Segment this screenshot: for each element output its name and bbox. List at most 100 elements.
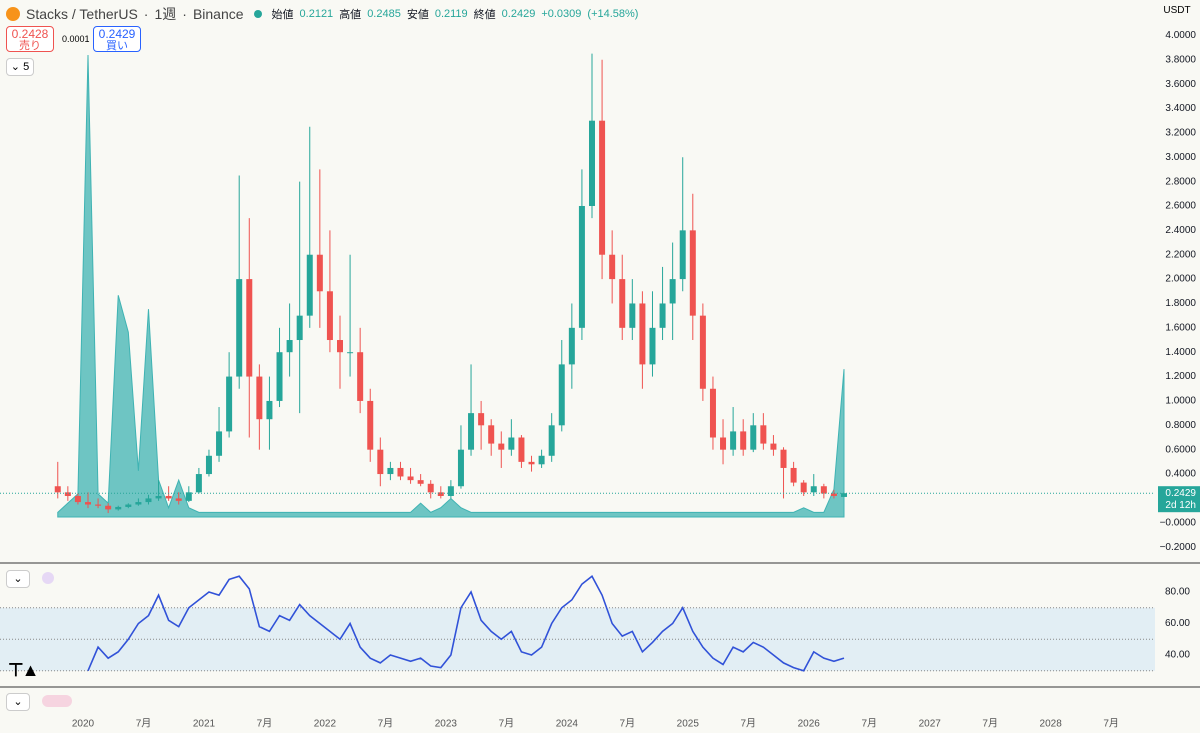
candle-body (125, 504, 132, 507)
candle-body (679, 230, 686, 280)
ohlc-value: 0.2119 (434, 8, 468, 20)
candle-body (54, 486, 61, 493)
currency[interactable]: USDT (1160, 3, 1194, 19)
y-tick-label: 2.8000 (1165, 176, 1196, 187)
candle-body (417, 480, 424, 484)
candle-body (64, 492, 71, 496)
rsi-line (87, 575, 845, 672)
y-tick-label: 3.0000 (1165, 152, 1196, 163)
candle-body (538, 455, 545, 465)
countdown: 2d 12h (1165, 500, 1196, 511)
candle-body (74, 495, 81, 503)
y-tick-label: 0.4000 (1165, 469, 1196, 480)
candle-body (437, 492, 444, 496)
rsi-tick-label: 60.00 (1165, 618, 1190, 629)
buy-button[interactable]: 0.2429 買い (93, 26, 141, 52)
y-tick-label: 0.6000 (1165, 444, 1196, 455)
candle-body (820, 486, 827, 494)
indicator-count: 5 (23, 61, 30, 73)
candle-body (578, 205, 585, 328)
x-tick-label: 7月 (982, 718, 998, 730)
status-dot (253, 10, 262, 18)
y-tick-label: 2.2000 (1165, 249, 1196, 260)
candle-body (730, 431, 737, 450)
symbol[interactable]: Stacks / TetherUS (26, 6, 138, 22)
sell-button[interactable]: 0.2428 売り (6, 26, 54, 52)
exchange: Binance (192, 6, 244, 22)
y-tick-label: 0.8000 (1165, 420, 1196, 431)
y-tick-label: 2.6000 (1165, 201, 1196, 212)
buy-label: 買い (106, 40, 128, 52)
y-tick-label: 2.0000 (1165, 274, 1196, 285)
x-tick-label: 2025 (677, 719, 700, 730)
candle-body (95, 504, 102, 506)
candle-body (488, 425, 495, 444)
y-tick-label: 1.4000 (1165, 347, 1196, 358)
candle-body (185, 492, 192, 501)
candle-body (357, 352, 364, 401)
y-tick-label: 1.2000 (1165, 371, 1196, 382)
candle-body (266, 400, 273, 420)
candle-body (629, 303, 636, 328)
x-tick-label: 2026 (798, 719, 821, 730)
candle-body (589, 120, 595, 206)
x-tick-label: 7月 (740, 718, 756, 730)
candle-body (337, 340, 343, 353)
y-tick-label: 3.6000 (1165, 79, 1196, 90)
price-label: 0.2429 (1165, 488, 1196, 499)
ohlc-label: 安値 (406, 9, 429, 21)
candle-body (649, 327, 656, 365)
candle-body (226, 376, 233, 432)
change: +0.0309 (541, 8, 582, 20)
y-tick-label: 4.0000 (1165, 30, 1196, 41)
y-tick-label: 1.8000 (1165, 298, 1196, 309)
candle-body (639, 303, 646, 365)
candle-body (85, 502, 91, 505)
indicators-toggle[interactable]: ⌄ 5 (6, 58, 34, 76)
candle-body (508, 437, 515, 450)
candle-body (558, 364, 565, 426)
candle-body (216, 431, 223, 456)
candle-body (457, 449, 464, 487)
price-label-bg (1158, 486, 1200, 513)
candle-body (689, 230, 696, 316)
interval[interactable]: 1週 (154, 6, 177, 22)
change-pct: (+14.58%) (587, 8, 639, 20)
y-tick-label: −0.2000 (1160, 542, 1197, 553)
candle-body (205, 455, 212, 475)
pane-toggle[interactable]: ⌄ (6, 570, 30, 588)
candle-body (659, 303, 666, 328)
refresh-icon[interactable] (42, 572, 54, 584)
ohlc-value: 0.2485 (367, 8, 401, 20)
x-tick-label: 2020 (72, 719, 95, 730)
x-tick-label: 2023 (435, 719, 458, 730)
x-tick-label: 7月 (1103, 718, 1119, 730)
candle-body (709, 388, 716, 438)
candle-body (478, 413, 485, 426)
x-tick-label: 7月 (257, 718, 273, 730)
x-tick-label: 2028 (1040, 719, 1063, 730)
candle-body (568, 327, 575, 365)
candle-body (669, 279, 676, 304)
ohlc-value: 0.2429 (501, 8, 536, 20)
pane-toggle[interactable]: ⌄ (6, 693, 30, 711)
x-tick-label: 2022 (314, 719, 337, 730)
rsi-tick-label: 80.00 (1165, 587, 1190, 598)
y-tick-label: 1.0000 (1165, 396, 1196, 407)
candle-body (306, 254, 313, 316)
axis-panel (1155, 0, 1200, 688)
candle-body (256, 376, 263, 420)
candle-body (609, 254, 616, 280)
legend: Stacks / TetherUS · 1週 · Binance 始値 0.2121 … (6, 4, 638, 24)
candle-body (397, 467, 404, 477)
candle-body (316, 254, 323, 292)
candle-body (760, 425, 767, 444)
alert-icon[interactable] (42, 695, 72, 707)
candle-body (830, 493, 837, 496)
candle-body (195, 474, 202, 493)
sell-label: 売り (19, 40, 41, 52)
y-tick-label: 1.6000 (1165, 322, 1196, 333)
buy-price: 0.2429 (98, 27, 136, 41)
